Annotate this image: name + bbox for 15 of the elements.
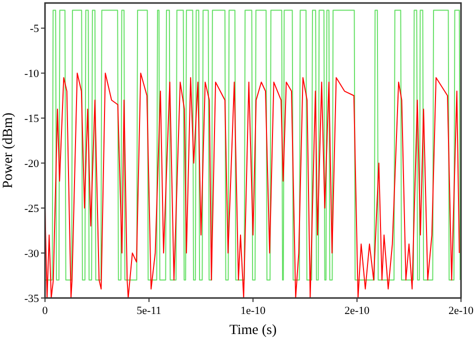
y-tick-label: -30 [24, 248, 40, 260]
y-tick-label: -35 [24, 293, 40, 305]
y-tick-label: -25 [24, 203, 40, 216]
line-series [45, 72, 460, 298]
x-tick-label: 0 [42, 305, 48, 317]
x-tick-label: 2e-10 [448, 305, 474, 317]
x-axis-title: Time (s) [229, 323, 277, 338]
x-tick-label: 2e-10 [344, 305, 370, 317]
y-tick-label: -15 [24, 113, 40, 126]
x-tick-label: 5e-11 [136, 305, 162, 317]
y-axis-title: Power (dBm) [1, 112, 16, 188]
y-tick-label: -5 [30, 23, 40, 36]
y-tick-label: -20 [24, 158, 40, 170]
x-tick-label: 1e-10 [240, 305, 266, 317]
y-tick-label: -10 [24, 68, 40, 80]
